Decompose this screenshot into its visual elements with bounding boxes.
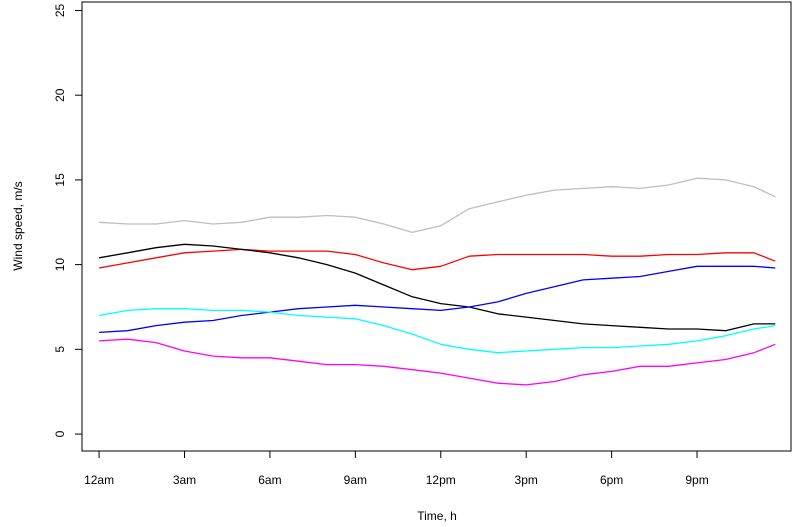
y-tick-label: 15 [53,173,67,187]
x-tick-label: 3pm [515,473,538,487]
x-axis-label: Time, h [417,509,457,523]
y-tick-label: 10 [53,258,67,272]
y-tick-label: 0 [53,430,67,437]
series-line-6 [99,338,776,386]
x-tick-label: 3am [173,473,196,487]
y-tick-label: 20 [53,88,67,102]
y-tick-label: 5 [53,346,67,353]
x-tick-label: 6am [258,473,281,487]
y-tick-label: 25 [53,3,67,17]
x-axis: 12am 3am 6am 9am 12pm 3pm 6pm 9pm [84,450,709,487]
x-tick-label: 12pm [426,473,456,487]
y-axis: 0 5 10 15 20 25 [53,3,83,437]
series-line-2 [98,248,776,271]
x-tick-label: 6pm [600,473,623,487]
y-axis-label: Wind speed, m/s [11,181,25,270]
series-line-1 [99,177,776,234]
x-tick-label: 9am [344,473,367,487]
series-line-3 [98,243,776,332]
series-line-4 [99,265,776,334]
series-layer [98,177,776,386]
x-tick-label: 12am [84,473,114,487]
x-tick-label: 9pm [685,473,708,487]
series-line-5 [98,308,776,354]
